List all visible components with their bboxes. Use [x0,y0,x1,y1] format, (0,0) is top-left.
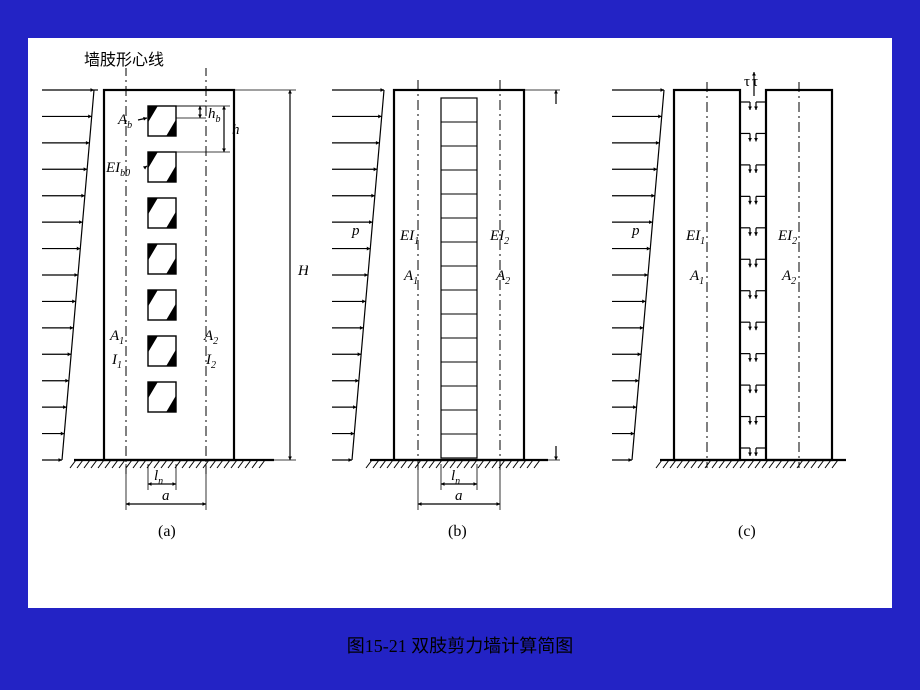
svg-text:A1: A1 [689,268,704,287]
svg-text:A1: A1 [403,268,418,287]
svg-text:p: p [351,223,360,239]
svg-text:EIb0: EIb0 [105,160,130,179]
sublabel-c: (c) [738,523,756,541]
svg-text:A2: A2 [781,268,796,287]
svg-text:EI1: EI1 [685,228,705,247]
svg-text:A1: A1 [109,328,124,347]
svg-text:Ab: Ab [117,112,132,131]
svg-text:A2: A2 [495,268,510,287]
svg-text:z: z [747,68,754,72]
figure-caption: 图15-21 双肢剪力墙计算简图 [0,632,920,658]
svg-text:h: h [232,122,240,138]
svg-text:EI2: EI2 [489,228,509,247]
svg-text:τ: τ [752,74,758,90]
svg-text:hb: hb [208,106,221,125]
svg-text:EI2: EI2 [777,228,797,247]
svg-text:a: a [162,488,170,504]
sublabel-b: (b) [448,523,467,541]
svg-text:H: H [297,263,308,279]
svg-text:I2: I2 [205,352,216,371]
diagram-b: pEI1A1EI2A2lna [328,68,598,538]
slide: 墙肢形心线 A1I1A2I2AbEIb0hbhHlna pEI1A1EI2A2l… [0,0,920,690]
svg-text:A2: A2 [203,328,218,347]
diagram-a: A1I1A2I2AbEIb0hbhHlna [38,68,308,538]
svg-text:EI1: EI1 [399,228,419,247]
top-label: 墙肢形心线 [84,46,164,70]
sublabel-a: (a) [158,523,176,541]
svg-text:τ: τ [744,74,750,90]
svg-text:p: p [631,223,640,239]
svg-text:a: a [455,488,463,504]
diagram-c: p zττ EI1 A1 EI2 A2 [608,68,878,538]
svg-text:I1: I1 [111,352,122,371]
